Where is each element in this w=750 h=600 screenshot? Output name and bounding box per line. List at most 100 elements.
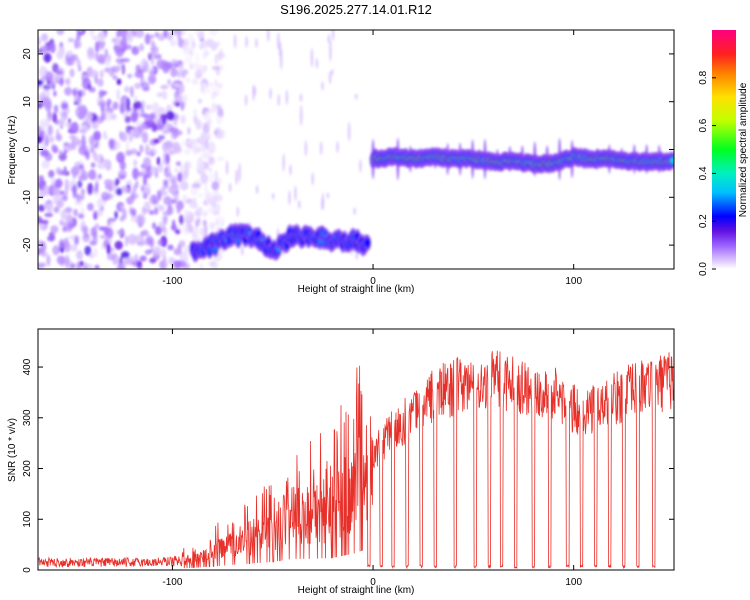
- heatmap-cell: [94, 223, 100, 230]
- spectrogram-x-ticks: -100 0 100: [162, 30, 582, 287]
- y-tick-label: 0: [22, 146, 33, 152]
- heatmap-cell: [42, 96, 51, 109]
- heatmap-cell: [47, 124, 53, 136]
- heatmap-cell: [103, 179, 113, 186]
- heatmap-cell: [187, 140, 191, 146]
- heatmap-cell: [209, 172, 214, 184]
- heatmap-cell: [143, 157, 151, 168]
- heatmap-cell: [182, 73, 186, 79]
- heatmap-cell: [69, 68, 75, 78]
- heatmap-cell: [124, 115, 131, 124]
- heatmap-cell: [207, 166, 213, 173]
- heatmap-cell: [195, 119, 202, 130]
- heatmap-cell: [79, 104, 88, 117]
- heatmap-cell: [161, 225, 166, 233]
- heatmap-cell: [98, 54, 106, 65]
- heatmap-cell: [149, 236, 155, 249]
- heatmap-cell: [144, 144, 150, 156]
- heatmap-cell: [149, 70, 153, 76]
- heatmap-cell: [137, 124, 144, 134]
- heatmap-cell: [175, 161, 182, 167]
- heatmap-cell: [158, 205, 165, 212]
- heatmap-cell: [173, 80, 183, 85]
- heatmap-cell: [60, 209, 68, 220]
- heatmap-cell: [143, 201, 151, 211]
- heatmap-cell: [80, 188, 86, 196]
- heatmap-cell: [300, 105, 303, 126]
- heatmap-cell: [336, 141, 339, 154]
- heatmap-cell: [70, 166, 80, 176]
- heatmap-cell: [176, 30, 182, 41]
- heatmap-cell: [178, 240, 186, 248]
- heatmap-cell: [152, 222, 156, 230]
- y-tick-label: 0: [22, 567, 33, 573]
- heatmap-cell: [116, 263, 126, 269]
- heatmap-cell: [107, 218, 117, 222]
- heatmap-cell: [76, 197, 81, 203]
- heatmap-cell: [126, 140, 130, 153]
- heatmap-cell: [48, 136, 55, 143]
- heatmap-cell: [178, 63, 183, 75]
- heatmap-cell: [126, 31, 133, 43]
- heatmap-cell: [121, 97, 128, 107]
- heatmap-cell: [157, 163, 164, 173]
- heatmap-cell: [51, 144, 57, 153]
- heatmap-cell: [217, 156, 225, 162]
- heatmap-cell: [136, 31, 143, 38]
- heatmap-cell: [126, 196, 134, 205]
- heatmap-cell: [120, 251, 130, 259]
- heatmap-cell: [82, 232, 91, 243]
- colorbar-tick-label: 0.2: [698, 214, 709, 228]
- heatmap-cell: [78, 174, 88, 181]
- heatmap-cell: [88, 169, 97, 181]
- heatmap-cell: [46, 71, 54, 82]
- heatmap-cell: [49, 42, 56, 54]
- heatmap-cell: [114, 46, 122, 54]
- heatmap-cell: [98, 100, 107, 108]
- heatmap-cell: [38, 175, 45, 181]
- chart-title: S196.2025.277.14.01.R12: [280, 2, 432, 17]
- heatmap-cell: [331, 30, 335, 41]
- heatmap-cell: [52, 63, 59, 74]
- heatmap-cell: [92, 247, 98, 258]
- heatmap-cell: [115, 187, 123, 196]
- heatmap-cell: [116, 78, 122, 86]
- x-tick-label: 100: [565, 276, 582, 287]
- heatmap-cell: [199, 42, 204, 50]
- heatmap-cell: [127, 73, 133, 79]
- heatmap-cell: [156, 92, 164, 98]
- heatmap-cell: [46, 254, 51, 267]
- heatmap-cell: [106, 243, 111, 255]
- heatmap-cell: [189, 138, 198, 145]
- heatmap-cell: [151, 102, 160, 113]
- heatmap-cell: [174, 93, 184, 104]
- heatmap-cell: [114, 240, 123, 250]
- heatmap-cell: [106, 221, 115, 227]
- heatmap-cell: [217, 214, 224, 226]
- heatmap-cell: [58, 152, 67, 161]
- heatmap-cell: [347, 121, 351, 142]
- y-tick-label: 200: [22, 460, 33, 477]
- heatmap-cell: [111, 65, 120, 73]
- heatmap-cell: [211, 91, 219, 97]
- heatmap-cell: [289, 164, 292, 176]
- heatmap-cell: [141, 106, 145, 114]
- heatmap-cell: [156, 189, 162, 201]
- heatmap-cell: [58, 238, 66, 249]
- heatmap-cell: [73, 208, 78, 217]
- heatmap-cell: [106, 253, 116, 261]
- heatmap-cell: [123, 258, 133, 265]
- colorbar-tick-label: 0.0: [698, 262, 709, 276]
- heatmap-cell: [45, 116, 50, 128]
- heatmap-cell: [88, 253, 95, 259]
- heatmap-cell: [172, 127, 180, 139]
- heatmap-cell: [180, 114, 186, 124]
- heatmap-cell: [170, 224, 178, 231]
- heatmap-cell: [52, 188, 61, 196]
- heatmap-cell: [67, 50, 73, 56]
- heatmap-cell: [131, 210, 136, 217]
- snr-frame: [37, 328, 675, 571]
- heatmap-cell: [58, 118, 65, 125]
- heatmap-cell: [128, 130, 134, 142]
- heatmap-cell: [207, 247, 212, 255]
